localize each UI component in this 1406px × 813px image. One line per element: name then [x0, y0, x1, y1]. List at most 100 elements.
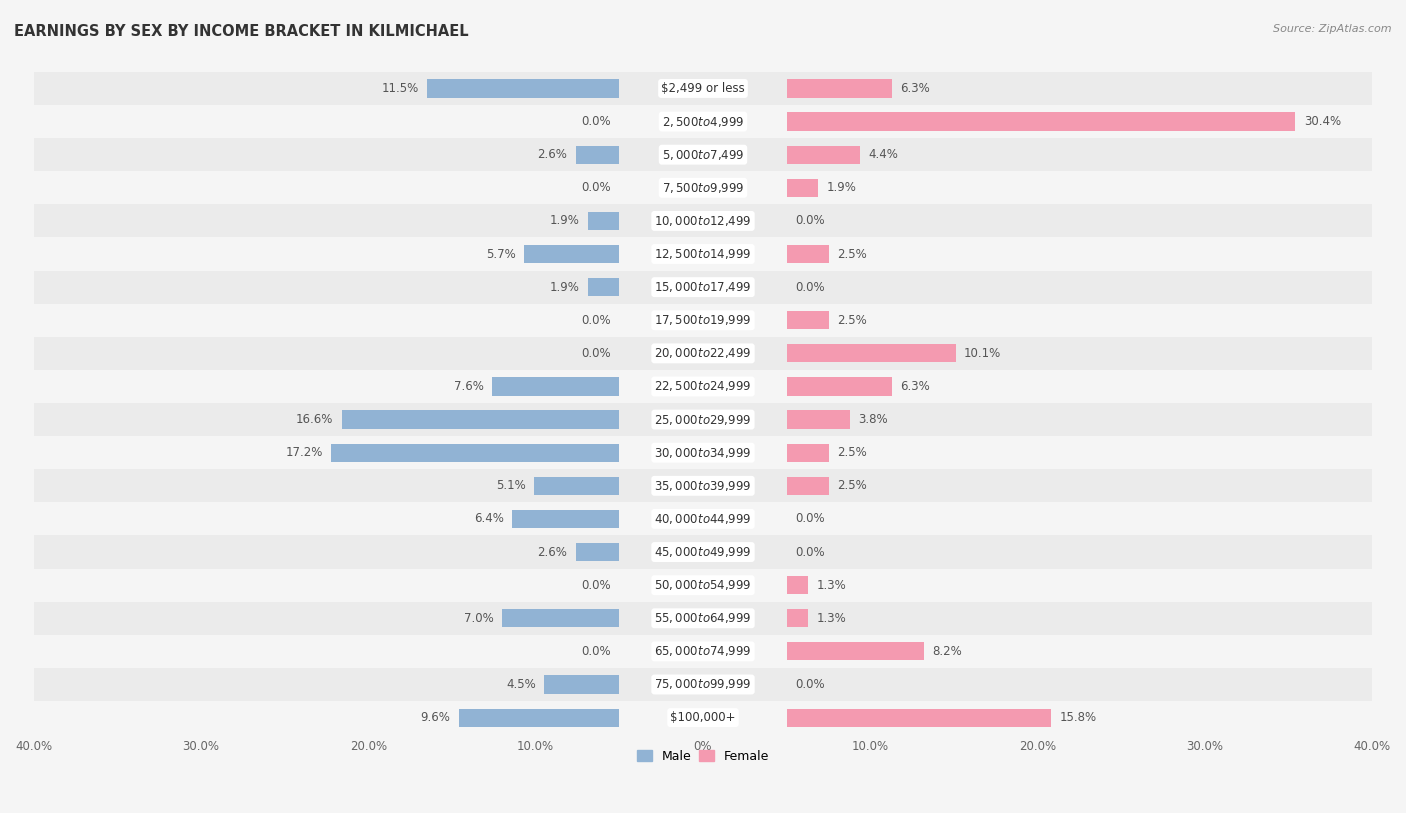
Bar	[787, 146, 860, 163]
Legend: Male, Female: Male, Female	[631, 745, 775, 767]
Text: 0.0%: 0.0%	[581, 115, 612, 128]
Bar	[34, 204, 1372, 237]
Bar	[787, 576, 808, 594]
Bar	[34, 568, 1372, 602]
Text: 2.5%: 2.5%	[837, 446, 866, 459]
Text: 1.9%: 1.9%	[827, 181, 856, 194]
Bar	[576, 543, 619, 561]
Bar	[524, 245, 619, 263]
Text: $20,000 to $22,499: $20,000 to $22,499	[654, 346, 752, 360]
Text: 8.2%: 8.2%	[932, 645, 962, 658]
Bar	[787, 80, 893, 98]
Text: 0.0%: 0.0%	[794, 546, 825, 559]
Text: 2.6%: 2.6%	[537, 546, 568, 559]
Text: $30,000 to $34,999: $30,000 to $34,999	[654, 446, 752, 459]
Text: $35,000 to $39,999: $35,000 to $39,999	[654, 479, 752, 493]
Bar	[458, 708, 619, 727]
Bar	[34, 602, 1372, 635]
Text: 6.3%: 6.3%	[900, 82, 931, 95]
Text: Source: ZipAtlas.com: Source: ZipAtlas.com	[1274, 24, 1392, 34]
Bar	[34, 72, 1372, 105]
Bar	[787, 344, 956, 363]
Text: $65,000 to $74,999: $65,000 to $74,999	[654, 645, 752, 659]
Bar	[34, 436, 1372, 469]
Text: 1.3%: 1.3%	[817, 579, 846, 592]
Text: $12,500 to $14,999: $12,500 to $14,999	[654, 247, 752, 261]
Text: 0.0%: 0.0%	[581, 645, 612, 658]
Bar	[427, 80, 619, 98]
Text: $2,500 to $4,999: $2,500 to $4,999	[662, 115, 744, 128]
Text: $7,500 to $9,999: $7,500 to $9,999	[662, 180, 744, 195]
Text: 6.4%: 6.4%	[474, 512, 503, 525]
Bar	[34, 138, 1372, 172]
Bar	[34, 635, 1372, 668]
Bar	[34, 337, 1372, 370]
Bar	[34, 370, 1372, 403]
Text: 0.0%: 0.0%	[581, 347, 612, 360]
Bar	[34, 403, 1372, 436]
Bar	[544, 676, 619, 693]
Text: $45,000 to $49,999: $45,000 to $49,999	[654, 545, 752, 559]
Bar	[34, 536, 1372, 568]
Text: $22,500 to $24,999: $22,500 to $24,999	[654, 380, 752, 393]
Text: 0.0%: 0.0%	[581, 579, 612, 592]
Text: $2,499 or less: $2,499 or less	[661, 82, 745, 95]
Bar	[534, 476, 619, 495]
Bar	[34, 304, 1372, 337]
Text: $50,000 to $54,999: $50,000 to $54,999	[654, 578, 752, 592]
Text: 0.0%: 0.0%	[581, 181, 612, 194]
Text: 5.1%: 5.1%	[496, 480, 526, 493]
Text: $5,000 to $7,499: $5,000 to $7,499	[662, 148, 744, 162]
Text: 7.6%: 7.6%	[454, 380, 484, 393]
Bar	[787, 411, 851, 428]
Text: $10,000 to $12,499: $10,000 to $12,499	[654, 214, 752, 228]
Text: $55,000 to $64,999: $55,000 to $64,999	[654, 611, 752, 625]
Bar	[787, 476, 828, 495]
Text: 2.5%: 2.5%	[837, 247, 866, 260]
Text: 6.3%: 6.3%	[900, 380, 931, 393]
Text: 2.5%: 2.5%	[837, 314, 866, 327]
Text: 10.1%: 10.1%	[965, 347, 1001, 360]
Text: 2.6%: 2.6%	[537, 148, 568, 161]
Bar	[787, 311, 828, 329]
Bar	[34, 271, 1372, 304]
Bar	[787, 708, 1052, 727]
Bar	[576, 146, 619, 163]
Text: 2.5%: 2.5%	[837, 480, 866, 493]
Bar	[787, 609, 808, 628]
Bar	[492, 377, 619, 396]
Bar	[787, 377, 893, 396]
Bar	[34, 237, 1372, 271]
Text: $17,500 to $19,999: $17,500 to $19,999	[654, 313, 752, 328]
Text: 1.9%: 1.9%	[550, 215, 579, 228]
Text: 30.4%: 30.4%	[1303, 115, 1341, 128]
Bar	[787, 245, 828, 263]
Text: 0.0%: 0.0%	[794, 280, 825, 293]
Text: 4.5%: 4.5%	[506, 678, 536, 691]
Bar	[34, 469, 1372, 502]
Text: 15.8%: 15.8%	[1060, 711, 1097, 724]
Bar	[34, 105, 1372, 138]
Bar	[34, 701, 1372, 734]
Bar	[588, 278, 619, 296]
Text: $15,000 to $17,499: $15,000 to $17,499	[654, 280, 752, 294]
Text: $40,000 to $44,999: $40,000 to $44,999	[654, 512, 752, 526]
Text: $75,000 to $99,999: $75,000 to $99,999	[654, 677, 752, 692]
Bar	[787, 444, 828, 462]
Text: 0.0%: 0.0%	[794, 678, 825, 691]
Bar	[34, 668, 1372, 701]
Bar	[512, 510, 619, 528]
Text: 1.3%: 1.3%	[817, 611, 846, 624]
Text: 5.7%: 5.7%	[486, 247, 516, 260]
Bar	[502, 609, 619, 628]
Text: 9.6%: 9.6%	[420, 711, 450, 724]
Text: 11.5%: 11.5%	[381, 82, 419, 95]
Text: EARNINGS BY SEX BY INCOME BRACKET IN KILMICHAEL: EARNINGS BY SEX BY INCOME BRACKET IN KIL…	[14, 24, 468, 39]
Bar	[332, 444, 619, 462]
Bar	[588, 212, 619, 230]
Text: 4.4%: 4.4%	[869, 148, 898, 161]
Text: 7.0%: 7.0%	[464, 611, 494, 624]
Text: $25,000 to $29,999: $25,000 to $29,999	[654, 412, 752, 427]
Bar	[34, 502, 1372, 536]
Bar	[34, 172, 1372, 204]
